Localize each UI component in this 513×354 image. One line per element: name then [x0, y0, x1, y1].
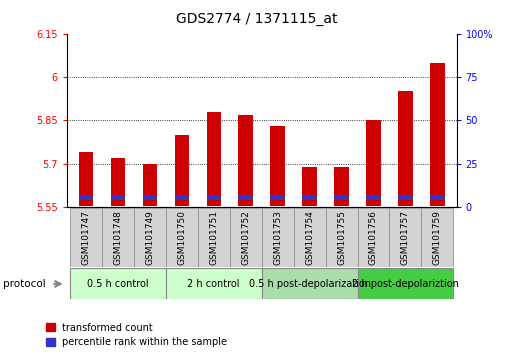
FancyBboxPatch shape	[166, 268, 262, 299]
Text: 0.5 h control: 0.5 h control	[87, 279, 149, 289]
Bar	[302, 195, 317, 200]
Text: GSM101751: GSM101751	[209, 210, 218, 265]
Bar	[430, 195, 445, 200]
Bar	[334, 167, 349, 206]
Text: GSM101752: GSM101752	[241, 210, 250, 265]
Bar	[398, 195, 412, 200]
Bar	[270, 195, 285, 200]
FancyBboxPatch shape	[358, 208, 389, 267]
FancyBboxPatch shape	[326, 208, 358, 267]
Bar	[366, 120, 381, 206]
FancyBboxPatch shape	[262, 268, 358, 299]
Bar	[111, 195, 125, 200]
Text: GSM101749: GSM101749	[145, 210, 154, 265]
Text: protocol: protocol	[3, 279, 45, 289]
Bar	[207, 112, 221, 206]
Text: GSM101750: GSM101750	[177, 210, 186, 265]
FancyBboxPatch shape	[70, 208, 102, 267]
FancyBboxPatch shape	[166, 208, 198, 267]
Text: GSM101753: GSM101753	[273, 210, 282, 265]
Legend: transformed count, percentile rank within the sample: transformed count, percentile rank withi…	[46, 322, 227, 347]
Bar	[239, 115, 253, 206]
FancyBboxPatch shape	[102, 208, 134, 267]
Text: 0.5 h post-depolarization: 0.5 h post-depolarization	[249, 279, 370, 289]
Text: 2 h control: 2 h control	[187, 279, 240, 289]
Bar	[398, 91, 412, 206]
FancyBboxPatch shape	[262, 208, 293, 267]
Text: 2 h post-depolariztion: 2 h post-depolariztion	[352, 279, 459, 289]
Text: GSM101754: GSM101754	[305, 210, 314, 265]
FancyBboxPatch shape	[358, 268, 453, 299]
Text: GSM101747: GSM101747	[82, 210, 90, 265]
Bar	[143, 195, 157, 200]
FancyBboxPatch shape	[421, 208, 453, 267]
FancyBboxPatch shape	[389, 208, 421, 267]
Bar	[207, 195, 221, 200]
Text: GSM101748: GSM101748	[113, 210, 122, 265]
FancyBboxPatch shape	[134, 208, 166, 267]
FancyBboxPatch shape	[230, 208, 262, 267]
Bar	[302, 167, 317, 206]
Bar	[239, 195, 253, 200]
Bar	[334, 195, 349, 200]
Bar	[174, 195, 189, 200]
FancyBboxPatch shape	[70, 268, 166, 299]
Bar	[78, 195, 93, 200]
Text: GSM101757: GSM101757	[401, 210, 410, 265]
Bar	[270, 126, 285, 206]
Bar	[143, 164, 157, 206]
Text: GSM101756: GSM101756	[369, 210, 378, 265]
FancyBboxPatch shape	[293, 208, 326, 267]
Bar	[430, 63, 445, 206]
Text: GDS2774 / 1371115_at: GDS2774 / 1371115_at	[176, 12, 337, 27]
Text: GSM101755: GSM101755	[337, 210, 346, 265]
Text: GSM101759: GSM101759	[433, 210, 442, 265]
FancyBboxPatch shape	[198, 208, 230, 267]
Bar	[111, 158, 125, 206]
Bar	[78, 152, 93, 206]
Bar	[174, 135, 189, 206]
Bar	[366, 195, 381, 200]
